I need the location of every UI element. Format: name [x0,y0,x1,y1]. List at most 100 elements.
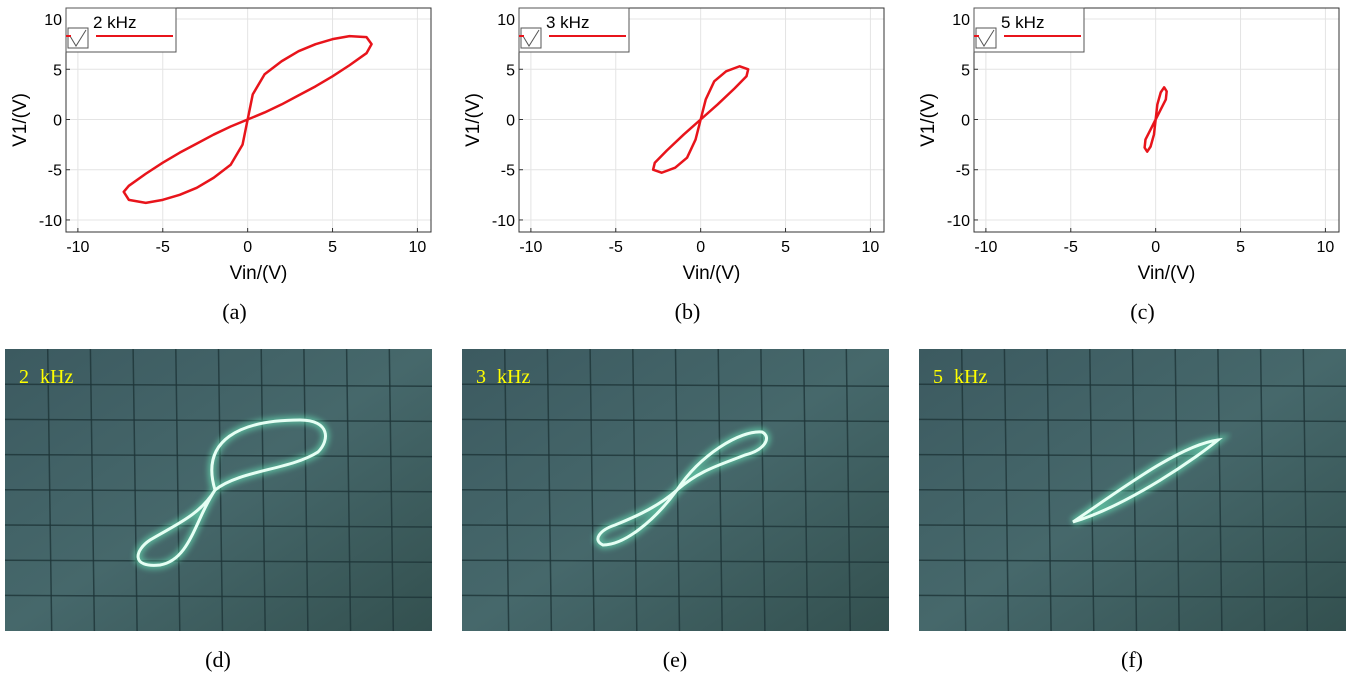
photo-label: 5 kHz [933,366,987,388]
photo-label: 3 kHz [476,366,530,388]
x-axis-label: Vin/(V) [683,263,741,284]
scope-grid [345,348,352,632]
legend-label: 2 kHz [93,13,136,32]
y-tick-label: 10 [952,12,970,29]
y-axis-label: V1/(V) [10,93,31,147]
y-tick-label: -10 [492,213,515,230]
scope-grid [260,348,266,632]
photo-e [461,348,890,632]
scope-grid [1302,348,1309,632]
x-tick-label: 10 [862,239,880,256]
scope-grid [461,559,890,563]
caption: (b) [675,299,701,324]
scope-grid [461,524,890,528]
legend-tick [977,29,995,47]
scope-grid [4,383,433,387]
photo-d [4,348,433,632]
y-tick-label: 5 [53,62,62,79]
x-axis-label: Vin/(V) [1138,263,1196,284]
x-tick-label: -5 [1064,239,1078,256]
x-tick-label: 10 [409,239,427,256]
x-tick-label: -10 [974,239,997,256]
plot-frame [65,7,432,233]
plot-frame [518,7,885,233]
caption: (f) [1121,647,1143,672]
x-tick-label: 5 [781,239,790,256]
y-tick-label: -10 [39,213,62,230]
legend-label: 5 kHz [1001,13,1044,32]
y-axis-label: V1/(V) [463,93,484,147]
scope-grid [918,594,1346,599]
trace [596,430,768,547]
y-tick-label: 0 [961,112,970,129]
caption: (c) [1130,299,1154,324]
photo-label: 2 kHz [19,366,73,388]
scope-grid [1259,348,1266,632]
y-tick-label: -5 [956,163,970,180]
scope-grid [4,418,433,423]
x-tick-label: 5 [328,239,337,256]
y-tick-label: 0 [53,112,62,129]
photo-f [918,348,1346,632]
loop-line [651,65,750,174]
scope-grid [461,594,890,599]
scope-grid [461,418,890,423]
y-tick-label: 5 [961,62,970,79]
x-tick-label: -5 [609,239,623,256]
loop-line [1143,86,1168,153]
x-tick-label: 10 [1317,239,1335,256]
legend-check [975,27,997,49]
scope-grid [918,489,1346,493]
scope-grid [303,348,309,632]
chart: -10 -5 0 5 10 -10 -5 0 5 10 2 kHz Vin/(V) V1/(V) (a) [10,7,432,324]
scope-grid [845,348,852,632]
x-tick-label: -5 [156,239,170,256]
scope-grid [4,524,433,528]
legend-tick [69,29,87,47]
scope-grid [717,348,723,632]
scope-grid [4,594,433,599]
y-axis-label: V1/(V) [918,93,939,147]
caption: (a) [222,299,246,324]
scope-grid [802,348,809,632]
chart: -10 -5 0 5 10 -10 -5 0 5 10 3 kHz Vin/(V) V1/(V) (b) [463,7,885,324]
y-tick-label: 5 [506,62,515,79]
scope-grid [918,524,1346,528]
x-tick-label: 0 [243,239,252,256]
scope-grid [461,453,890,458]
x-tick-label: 0 [696,239,705,256]
plot-frame [973,7,1340,233]
legend-check [67,27,89,49]
y-tick-label: -5 [501,163,515,180]
trace [1072,437,1223,524]
scope-grid [918,559,1346,563]
caption: (e) [663,647,687,672]
x-tick-label: -10 [519,239,542,256]
scope-grid [918,383,1346,387]
scope-grid [388,348,395,632]
y-tick-label: -5 [48,163,62,180]
legend-check [520,27,542,49]
legend-tick [522,29,540,47]
scope-grid [918,418,1346,423]
x-tick-label: 5 [1236,239,1245,256]
x-tick-label: 0 [1151,239,1160,256]
scope-grid [461,383,890,387]
scope-grid [1131,348,1138,632]
x-axis-label: Vin/(V) [230,263,288,284]
x-tick-label: -10 [66,239,89,256]
loop-line [122,34,373,205]
scope-grid [760,348,766,632]
trace [136,418,327,567]
legend-label: 3 kHz [546,13,589,32]
chart: -10 -5 0 5 10 -10 -5 0 5 10 5 kHz Vin/(V) V1/(V) (c) [918,7,1340,324]
scope-grid [918,453,1346,458]
scope-grid [1174,348,1180,632]
y-tick-label: 10 [497,12,515,29]
scope-grid [1217,348,1223,632]
y-tick-label: 10 [44,12,62,29]
scope-grid [4,559,433,563]
caption: (d) [205,647,231,672]
